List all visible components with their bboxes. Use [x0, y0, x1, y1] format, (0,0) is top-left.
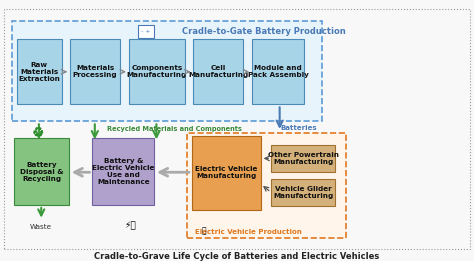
Bar — [129, 39, 185, 104]
Text: Cradle-to-Grave Life Cycle of Batteries and Electric Vehicles: Cradle-to-Grave Life Cycle of Batteries … — [94, 252, 380, 261]
Text: Electric Vehicle
Manufacturing: Electric Vehicle Manufacturing — [195, 167, 257, 179]
Text: Batteries: Batteries — [280, 125, 317, 131]
Text: Electric Vehicle Production: Electric Vehicle Production — [195, 229, 302, 235]
Text: Other Powertrain
Manufacturing: Other Powertrain Manufacturing — [268, 152, 338, 165]
Text: ♻: ♻ — [32, 126, 44, 140]
Bar — [192, 136, 261, 210]
Bar — [17, 39, 62, 104]
Bar — [271, 145, 335, 172]
Bar — [14, 138, 69, 205]
Text: Materials
Processing: Materials Processing — [73, 65, 118, 78]
Text: Raw
Materials
Extraction: Raw Materials Extraction — [18, 62, 60, 82]
Bar — [70, 39, 120, 104]
Text: Cradle-to-Gate Battery Production: Cradle-to-Gate Battery Production — [182, 27, 346, 36]
Bar — [187, 133, 346, 238]
Text: Waste: Waste — [30, 224, 52, 230]
Text: Battery
Disposal &
Recycling: Battery Disposal & Recycling — [20, 162, 63, 182]
Text: Battery &
Electric Vehicle
Use and
Maintenance: Battery & Electric Vehicle Use and Maint… — [92, 158, 155, 185]
Text: Module and
Pack Assembly: Module and Pack Assembly — [248, 65, 309, 78]
Bar — [92, 138, 154, 205]
Bar — [252, 39, 304, 104]
Bar — [193, 39, 243, 104]
Bar — [12, 21, 322, 121]
Text: - +: - + — [141, 29, 151, 34]
Bar — [138, 25, 154, 38]
Text: Components
Manufacturing: Components Manufacturing — [127, 65, 187, 78]
Bar — [271, 179, 335, 206]
Text: 🚗: 🚗 — [201, 227, 206, 235]
Text: Cell
Manufacturing: Cell Manufacturing — [188, 65, 248, 78]
Text: Vehicle Glider
Manufacturing: Vehicle Glider Manufacturing — [273, 186, 333, 199]
Text: Recycled Materials and Components: Recycled Materials and Components — [107, 126, 242, 132]
Text: ⚡🚗: ⚡🚗 — [125, 221, 136, 230]
FancyBboxPatch shape — [4, 9, 470, 249]
